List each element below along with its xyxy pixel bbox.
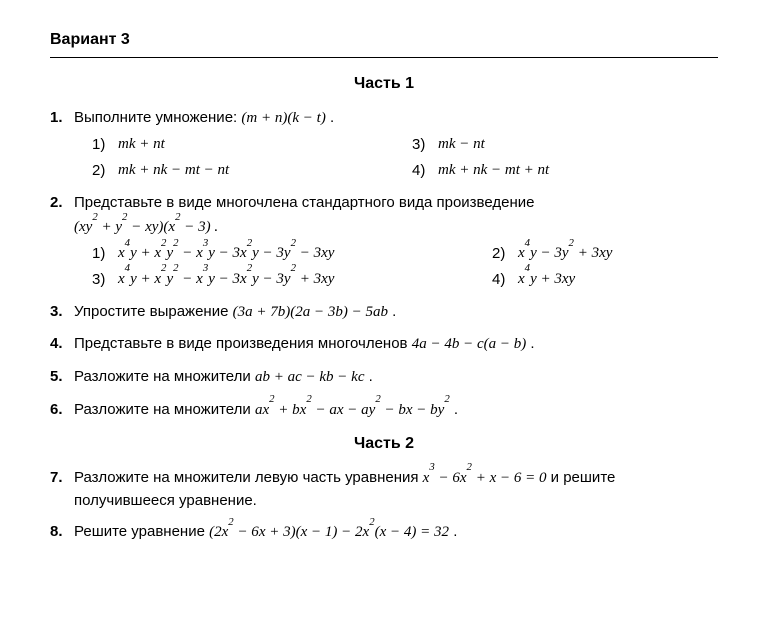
problem-8: 8. Решите уравнение (2x2 − 6x + 3)(x − 1… [50,521,718,544]
problem-number: 1. [50,107,74,181]
option-expr: mk + nk − mt + nt [438,160,549,182]
option-expr: mk + nk − mt − nt [118,160,229,182]
problem-6: 6. Разложите на множители ax2 + bx2 − ax… [50,399,718,422]
option-4: 4) x4y + 3xy [492,269,575,291]
variant-title: Вариант 3 [50,28,718,58]
problem-text: Упростите выражение [74,303,228,320]
option-1: 1) mk + nt [92,134,412,156]
math-expr: ab + ac − kb − kc [255,369,365,385]
problem-body: Решите уравнение (2x2 − 6x + 3)(x − 1) −… [74,521,718,544]
problem-3: 3. Упростите выражение (3a + 7b)(2a − 3b… [50,301,718,324]
option-expr: mk + nt [118,134,165,156]
problem-number: 7. [50,467,74,512]
problem-body: Разложите на множители левую часть уравн… [74,467,718,512]
problem-number: 2. [50,192,74,291]
math-expr: 4a − 4b − c(a − b) [412,336,527,352]
option-expr: x4y + 3xy [518,269,575,291]
problem-2: 2. Представьте в виде многочлена стандар… [50,192,718,291]
options: 1) mk + nt 3) mk − nt 2) mk + nk − mt − … [74,134,718,182]
math-expr: ax2 + bx2 − ax − ay2 − bx − by2 [255,402,450,418]
problem-text: Представьте в виде произведения многочле… [74,335,408,352]
part2-title: Часть 2 [50,432,718,455]
problem-7: 7. Разложите на множители левую часть ур… [50,467,718,512]
option-2: 2) x4y − 3y2 + 3xy [492,243,612,265]
math-expr: (m + n)(k − t) [241,110,325,126]
problem-1: 1. Выполните умножение: (m + n)(k − t) .… [50,107,718,181]
math-expr: (xy2 + y2 − xy)(x2 − 3) . [74,217,718,239]
option-expr: mk − nt [438,134,485,156]
options: 1) x4y + x2y2 − x3y − 3x2y − 3y2 − 3xy 2… [74,243,718,291]
problem-number: 8. [50,521,74,544]
problem-number: 4. [50,333,74,356]
option-expr: x4y + x2y2 − x3y − 3x2y − 3y2 − 3xy [118,243,334,265]
option-3: 3) x4y + x2y2 − x3y − 3x2y − 3y2 + 3xy [92,269,492,291]
math-expr: (3a + 7b)(2a − 3b) − 5ab [233,304,388,320]
option-expr: x4y + x2y2 − x3y − 3x2y − 3y2 + 3xy [118,269,334,291]
problem-number: 5. [50,366,74,389]
problem-body: Представьте в виде многочлена стандартно… [74,192,718,291]
problem-number: 3. [50,301,74,324]
problem-text-a: Разложите на множители левую часть уравн… [74,469,419,486]
problem-text: Выполните умножение: (m + n)(k − t) . [74,107,718,130]
problem-text: Разложите на множители [74,401,251,418]
math-expr: (2x2 − 6x + 3)(x − 1) − 2x2(x − 4) = 32 [209,524,449,540]
problem-text: Представьте в виде многочлена стандартно… [74,192,718,240]
problem-body: Представьте в виде произведения многочле… [74,333,718,356]
problem-number: 6. [50,399,74,422]
problem-5: 5. Разложите на множители ab + ac − kb −… [50,366,718,389]
problem-body: Разложите на множители ab + ac − kb − kc… [74,366,718,389]
option-2: 2) mk + nk − mt − nt [92,160,412,182]
problem-4: 4. Представьте в виде произведения много… [50,333,718,356]
problem-text: Решите уравнение [74,523,205,540]
problem-body: Выполните умножение: (m + n)(k − t) . 1)… [74,107,718,181]
option-expr: x4y − 3y2 + 3xy [518,243,612,265]
option-3: 3) mk − nt [412,134,485,156]
problem-body: Упростите выражение (3a + 7b)(2a − 3b) −… [74,301,718,324]
math-expr: x3 − 6x2 + x − 6 = 0 [423,470,547,486]
part1-title: Часть 1 [50,72,718,95]
problem-body: Разложите на множители ax2 + bx2 − ax − … [74,399,718,422]
option-4: 4) mk + nk − mt + nt [412,160,549,182]
problem-text: Разложите на множители [74,368,251,385]
